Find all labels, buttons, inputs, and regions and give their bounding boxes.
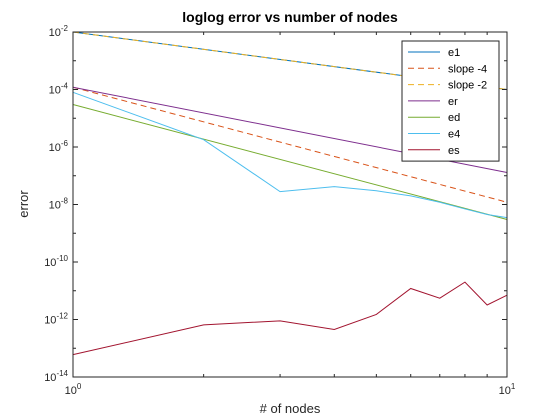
y-axis-label: error bbox=[16, 190, 31, 218]
x-tick-label: 101 bbox=[499, 382, 516, 397]
y-tick-label-base: 10 bbox=[44, 372, 56, 384]
y-tick-label: 10-4 bbox=[49, 82, 69, 97]
y-tick-label-base: 10 bbox=[49, 200, 61, 212]
y-tick-label: 10-10 bbox=[44, 254, 68, 269]
y-tick-label-base: 10 bbox=[44, 257, 56, 269]
series-line-slope--4 bbox=[72, 86, 508, 203]
legend-label: e4 bbox=[448, 129, 460, 141]
legend-label: er bbox=[448, 96, 458, 108]
y-tick-label: 10-2 bbox=[49, 24, 69, 39]
chart-title: loglog error vs number of nodes bbox=[182, 9, 398, 25]
y-tick-label-exponent: -14 bbox=[56, 369, 68, 378]
y-tick-label-exponent: -12 bbox=[56, 312, 68, 321]
legend[interactable]: e1 slope -4 slope -2 er ed e4 es bbox=[401, 40, 500, 162]
legend-label: slope -4 bbox=[448, 63, 487, 75]
y-tick-label-exponent: -4 bbox=[61, 82, 69, 91]
x-tick-label-exponent: 0 bbox=[77, 382, 82, 391]
y-tick-label: 10-12 bbox=[44, 312, 68, 327]
y-tick-label-exponent: -2 bbox=[61, 24, 69, 33]
x-axis-label: # of nodes bbox=[260, 401, 321, 416]
y-tick-label-base: 10 bbox=[44, 315, 56, 327]
y-tick-label-base: 10 bbox=[49, 27, 61, 39]
legend-label: ed bbox=[448, 112, 460, 124]
y-tick-label: 10-6 bbox=[49, 139, 69, 154]
x-tick-label-base: 10 bbox=[499, 385, 511, 397]
series-line-ed bbox=[72, 104, 508, 221]
y-tick-label-exponent: -10 bbox=[56, 254, 68, 263]
legend-label: e1 bbox=[448, 47, 460, 59]
x-tick-label-base: 10 bbox=[65, 385, 77, 397]
x-tick-label-exponent: 1 bbox=[511, 382, 516, 391]
y-tick-label: 10-8 bbox=[49, 197, 69, 212]
legend-label: slope -2 bbox=[448, 80, 487, 92]
x-tick-label: 100 bbox=[65, 382, 82, 397]
y-tick-label-base: 10 bbox=[49, 142, 61, 154]
y-tick-label: 10-14 bbox=[44, 369, 68, 384]
y-tick-label-exponent: -8 bbox=[61, 197, 69, 206]
series-line-es bbox=[72, 281, 508, 356]
y-tick-label-exponent: -6 bbox=[61, 139, 69, 148]
series-line-e4 bbox=[72, 91, 508, 219]
y-tick-label-base: 10 bbox=[49, 85, 61, 97]
legend-label: es bbox=[448, 145, 460, 157]
